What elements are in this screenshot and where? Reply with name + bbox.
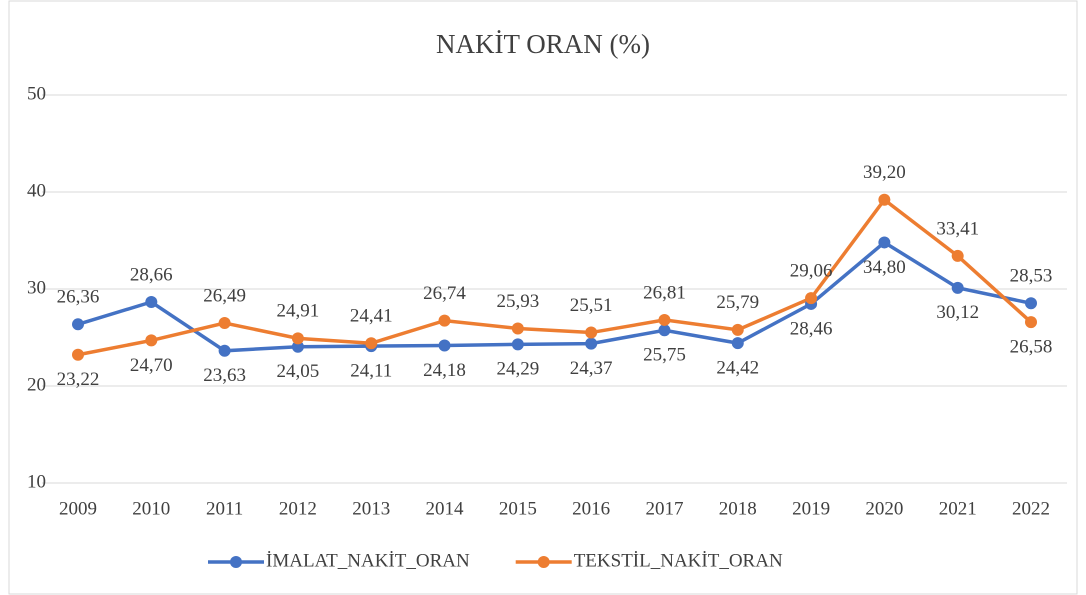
data-label: 28,46 <box>790 318 833 339</box>
data-label: 26,49 <box>203 285 246 306</box>
data-label: 33,41 <box>936 218 979 239</box>
point <box>585 337 598 350</box>
data-label: 24,37 <box>570 358 613 379</box>
data-label: 28,53 <box>1010 266 1053 287</box>
point <box>731 323 744 336</box>
data-label: 23,63 <box>203 365 246 386</box>
data-label: 24,91 <box>277 301 320 322</box>
x-tick-label: 2017 <box>645 498 683 519</box>
data-label: 24,41 <box>350 306 393 327</box>
y-tick-label: 10 <box>27 471 46 492</box>
x-tick-label: 2011 <box>206 498 243 519</box>
point <box>72 348 84 361</box>
series-line <box>77 197 1033 357</box>
data-label: 28,66 <box>130 264 173 285</box>
point <box>585 326 598 339</box>
series-line <box>77 240 1032 353</box>
data-label: 25,93 <box>496 291 539 312</box>
point <box>145 295 158 308</box>
data-label: 24,42 <box>716 357 759 378</box>
point <box>1025 316 1037 329</box>
point <box>218 344 231 357</box>
point <box>72 318 84 331</box>
point <box>511 338 524 351</box>
x-tick-label: 2015 <box>499 498 537 519</box>
data-label: 24,70 <box>130 355 173 376</box>
x-tick-label: 2010 <box>132 498 170 519</box>
y-tick-label: 20 <box>27 374 46 395</box>
x-tick-label: 2009 <box>59 498 97 519</box>
y-tick-label: 40 <box>27 180 46 201</box>
point <box>218 317 231 330</box>
x-tick-label: 2021 <box>939 498 977 519</box>
data-label: 25,51 <box>570 295 613 316</box>
point <box>658 313 671 326</box>
data-label: 34,80 <box>863 257 906 278</box>
x-tick-label: 2022 <box>1012 498 1050 519</box>
data-label: 30,12 <box>936 302 979 323</box>
data-label: 26,81 <box>643 282 686 303</box>
legend-marker <box>537 556 550 568</box>
point <box>805 292 818 305</box>
point <box>951 281 964 294</box>
y-tick-label: 30 <box>27 277 46 298</box>
data-label: 29,06 <box>790 260 833 281</box>
y-tick-label: 50 <box>27 83 46 104</box>
point <box>1025 297 1037 310</box>
point <box>438 314 451 327</box>
point <box>365 337 378 350</box>
chart-title: NAKİT ORAN (%) <box>436 29 650 59</box>
x-tick-label: 2012 <box>279 498 317 519</box>
data-label: 24,18 <box>423 360 466 381</box>
x-tick-label: 2013 <box>352 498 390 519</box>
data-label: 23,22 <box>57 369 100 390</box>
legend-label: İMALAT_NAKİT_ORAN <box>266 550 470 571</box>
x-tick-label: 2019 <box>792 498 830 519</box>
data-label: 24,05 <box>277 361 320 382</box>
data-label: 26,36 <box>57 287 100 308</box>
x-tick-label: 2014 <box>426 498 465 519</box>
legend-marker <box>230 556 242 568</box>
point <box>731 337 744 350</box>
data-label: 25,79 <box>716 292 759 313</box>
point <box>438 339 451 352</box>
chart-border <box>8 0 1078 595</box>
point <box>145 334 158 347</box>
x-tick-label: 2018 <box>719 498 757 519</box>
x-tick-label: 2016 <box>572 498 610 519</box>
point <box>658 324 671 337</box>
point <box>878 236 891 249</box>
x-tick-label: 2020 <box>865 498 903 519</box>
data-label: 26,58 <box>1010 337 1053 358</box>
data-label: 39,20 <box>863 162 906 183</box>
point <box>951 249 964 262</box>
data-label: 24,29 <box>496 359 539 380</box>
data-label: 25,75 <box>643 345 686 366</box>
data-label: 26,74 <box>423 283 466 304</box>
point <box>291 332 304 345</box>
point <box>291 340 304 353</box>
point <box>511 322 524 335</box>
data-label: 24,11 <box>350 360 392 381</box>
point <box>878 193 891 206</box>
legend-label: TEKSTİL_NAKİT_ORAN <box>574 550 783 571</box>
